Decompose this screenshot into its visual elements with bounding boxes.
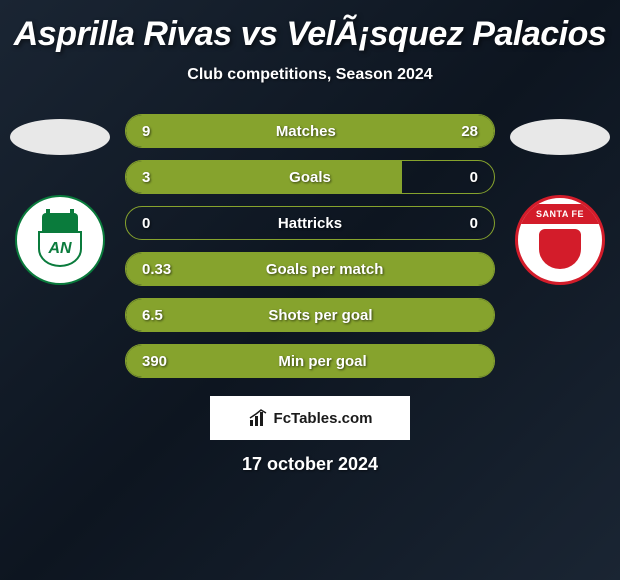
page-subtitle: Club competitions, Season 2024	[187, 66, 432, 84]
brand-badge[interactable]: FcTables.com	[210, 396, 410, 440]
stats-column: 9 Matches 28 3 Goals 0 0 Hattricks 0	[120, 114, 500, 378]
team-logo-left-inner: AN	[25, 205, 95, 275]
team-logo-right-inner: SANTA FE	[518, 198, 602, 282]
stat-label: Shots per goal	[163, 307, 478, 324]
brand-text: FcTables.com	[274, 410, 373, 427]
stat-row-goals: 3 Goals 0	[125, 160, 495, 194]
stat-value-left: 6.5	[126, 307, 163, 324]
stat-value-left: 0	[126, 215, 150, 232]
stat-value-left: 390	[126, 353, 167, 370]
stat-row-min-per-goal: 390 Min per goal	[125, 344, 495, 378]
date-text: 17 october 2024	[242, 454, 378, 475]
comparison-card: Asprilla Rivas vs VelÃ¡squez Palacios Cl…	[0, 0, 620, 485]
team-logo-left: AN	[15, 195, 105, 285]
stat-label: Goals	[150, 169, 469, 186]
left-ellipse	[10, 119, 110, 155]
stat-value-left: 9	[126, 123, 150, 140]
stat-value-right: 28	[461, 123, 494, 140]
stat-row-matches: 9 Matches 28	[125, 114, 495, 148]
right-ellipse	[510, 119, 610, 155]
left-side: AN	[0, 114, 120, 285]
stat-value-right: 0	[470, 169, 494, 186]
castle-icon	[42, 213, 78, 231]
stat-row-hattricks: 0 Hattricks 0	[125, 206, 495, 240]
stat-value-left: 0.33	[126, 261, 171, 278]
right-side: SANTA FE	[500, 114, 620, 285]
stat-row-goals-per-match: 0.33 Goals per match	[125, 252, 495, 286]
stat-row-shots-per-goal: 6.5 Shots per goal	[125, 298, 495, 332]
stat-value-right: 0	[470, 215, 494, 232]
stat-value-left: 3	[126, 169, 150, 186]
content-row: AN 9 Matches 28 3 Goals 0	[0, 114, 620, 378]
stat-label: Goals per match	[171, 261, 478, 278]
shield-icon	[539, 229, 581, 269]
page-title: Asprilla Rivas vs VelÃ¡squez Palacios	[14, 15, 607, 54]
team-band-text: SANTA FE	[518, 204, 602, 224]
stat-label: Min per goal	[167, 353, 478, 370]
chart-icon	[248, 408, 268, 428]
stat-label: Hattricks	[150, 215, 469, 232]
shield-icon: AN	[38, 231, 82, 267]
stat-label: Matches	[150, 123, 461, 140]
team-logo-right: SANTA FE	[515, 195, 605, 285]
